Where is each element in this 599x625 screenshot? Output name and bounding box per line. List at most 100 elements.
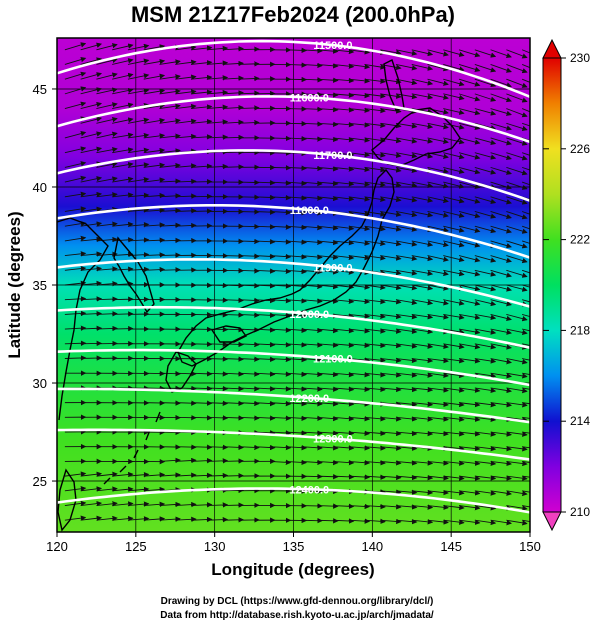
wind-arrow bbox=[443, 445, 465, 452]
wind-arrow bbox=[348, 445, 371, 451]
wind-arrow bbox=[490, 299, 512, 307]
wind-arrow bbox=[143, 147, 166, 154]
colorbar: 210 214 218 222 226 230 bbox=[542, 38, 590, 532]
wind-arrow bbox=[522, 446, 530, 449]
contour-line-12100.0 bbox=[57, 348, 530, 387]
wind-arrow bbox=[206, 45, 229, 52]
wind-arrow bbox=[332, 107, 355, 113]
wind-arrow bbox=[301, 136, 323, 142]
wind-arrow bbox=[332, 196, 355, 202]
wind-arrow bbox=[380, 299, 402, 305]
wind-arrow bbox=[380, 357, 402, 363]
colorbar-ticks: 210 214 218 222 226 230 bbox=[543, 51, 590, 519]
wind-arrow bbox=[285, 430, 308, 436]
wind-arrow bbox=[317, 401, 339, 407]
wind-arrow bbox=[474, 343, 497, 350]
wind-arrow bbox=[269, 327, 292, 333]
contour-label: 11800.0 bbox=[290, 205, 329, 217]
wind-arrow bbox=[269, 312, 292, 319]
wind-arrow bbox=[96, 146, 118, 154]
wind-arrow bbox=[96, 131, 118, 139]
wind-arrow bbox=[206, 472, 229, 479]
wind-arrow bbox=[490, 78, 512, 88]
wind-arrow bbox=[317, 298, 339, 304]
wind-arrow bbox=[506, 475, 528, 481]
coastline-shikoku bbox=[210, 325, 248, 343]
x-tick-label: 120 bbox=[46, 539, 68, 554]
wind-arrow bbox=[301, 254, 323, 260]
wind-arrow bbox=[427, 401, 449, 408]
wind-arrow bbox=[380, 196, 402, 203]
wind-arrow bbox=[96, 471, 118, 478]
wind-arrow bbox=[206, 134, 229, 140]
wind-arrow bbox=[474, 475, 497, 481]
wind-arrow bbox=[127, 516, 150, 522]
contour-lines: 11500.0 11600.0 11700.0 11800.0 11900.0 12000… bbox=[57, 39, 530, 514]
wind-arrow bbox=[348, 181, 371, 187]
wind-arrow bbox=[474, 328, 497, 335]
wind-arrow bbox=[411, 343, 434, 349]
wind-arrow bbox=[206, 415, 229, 421]
wind-arrow bbox=[506, 269, 528, 278]
wind-arrow bbox=[127, 73, 150, 80]
wind-arrow bbox=[380, 372, 402, 378]
y-tick-label: 30 bbox=[33, 376, 47, 391]
wind-arrow bbox=[332, 166, 355, 172]
wind-arrow bbox=[332, 151, 355, 158]
wind-arrow bbox=[159, 74, 181, 80]
wind-arrow bbox=[317, 225, 339, 231]
wind-arrow bbox=[458, 240, 481, 248]
wind-arrow bbox=[443, 122, 465, 130]
wind-arrow bbox=[159, 88, 181, 95]
wind-arrow bbox=[458, 122, 481, 130]
wind-arrow bbox=[285, 356, 308, 363]
wind-arrow bbox=[443, 269, 465, 277]
wind-arrow bbox=[80, 515, 103, 521]
x-axis-label: Longitude (degrees) bbox=[211, 560, 374, 579]
wind-arrow bbox=[443, 255, 465, 263]
wind-arrow bbox=[411, 64, 434, 71]
wind-arrow bbox=[317, 166, 339, 172]
wind-arrow bbox=[222, 46, 244, 52]
wind-arrow bbox=[301, 357, 323, 363]
wind-arrow bbox=[190, 118, 213, 125]
wind-arrow bbox=[522, 372, 530, 376]
wind-arrow bbox=[380, 489, 402, 495]
wind-arrow bbox=[411, 137, 434, 144]
wind-arrow bbox=[506, 460, 528, 467]
contour-label: 12200.0 bbox=[289, 393, 329, 405]
wind-arrow bbox=[222, 60, 244, 67]
wind-arrow bbox=[127, 88, 150, 95]
wind-arrow bbox=[427, 93, 449, 100]
wind-arrow bbox=[254, 283, 276, 289]
wind-arrow bbox=[348, 386, 371, 393]
wind-arrow bbox=[395, 225, 418, 232]
wind-arrow bbox=[238, 90, 260, 96]
wind-arrow bbox=[80, 131, 103, 139]
wind-arrow bbox=[285, 371, 308, 377]
wind-arrow bbox=[254, 238, 276, 245]
wind-arrow bbox=[490, 137, 512, 146]
wind-arrow bbox=[458, 196, 481, 204]
wind-arrow bbox=[96, 116, 118, 124]
wind-arrow bbox=[490, 328, 512, 335]
wind-arrow bbox=[238, 268, 260, 274]
wind-arrow bbox=[269, 430, 292, 436]
wind-arrow bbox=[411, 78, 434, 86]
wind-arrow bbox=[443, 196, 465, 204]
wind-arrow bbox=[80, 251, 103, 257]
wind-arrow bbox=[521, 299, 530, 303]
wind-arrow bbox=[443, 401, 465, 408]
y-tick-label: 40 bbox=[33, 180, 47, 195]
wind-arrow bbox=[175, 400, 197, 406]
wind-arrow bbox=[317, 518, 339, 524]
wind-arrow bbox=[443, 64, 465, 72]
wind-arrow bbox=[458, 284, 481, 292]
wind-arrow bbox=[112, 161, 134, 168]
wind-arrow bbox=[269, 371, 292, 377]
wind-arrow bbox=[395, 122, 418, 129]
wind-arrow bbox=[458, 416, 481, 422]
wind-arrow bbox=[522, 490, 530, 493]
wind-arrow bbox=[127, 266, 150, 273]
wind-arrow bbox=[190, 60, 213, 66]
